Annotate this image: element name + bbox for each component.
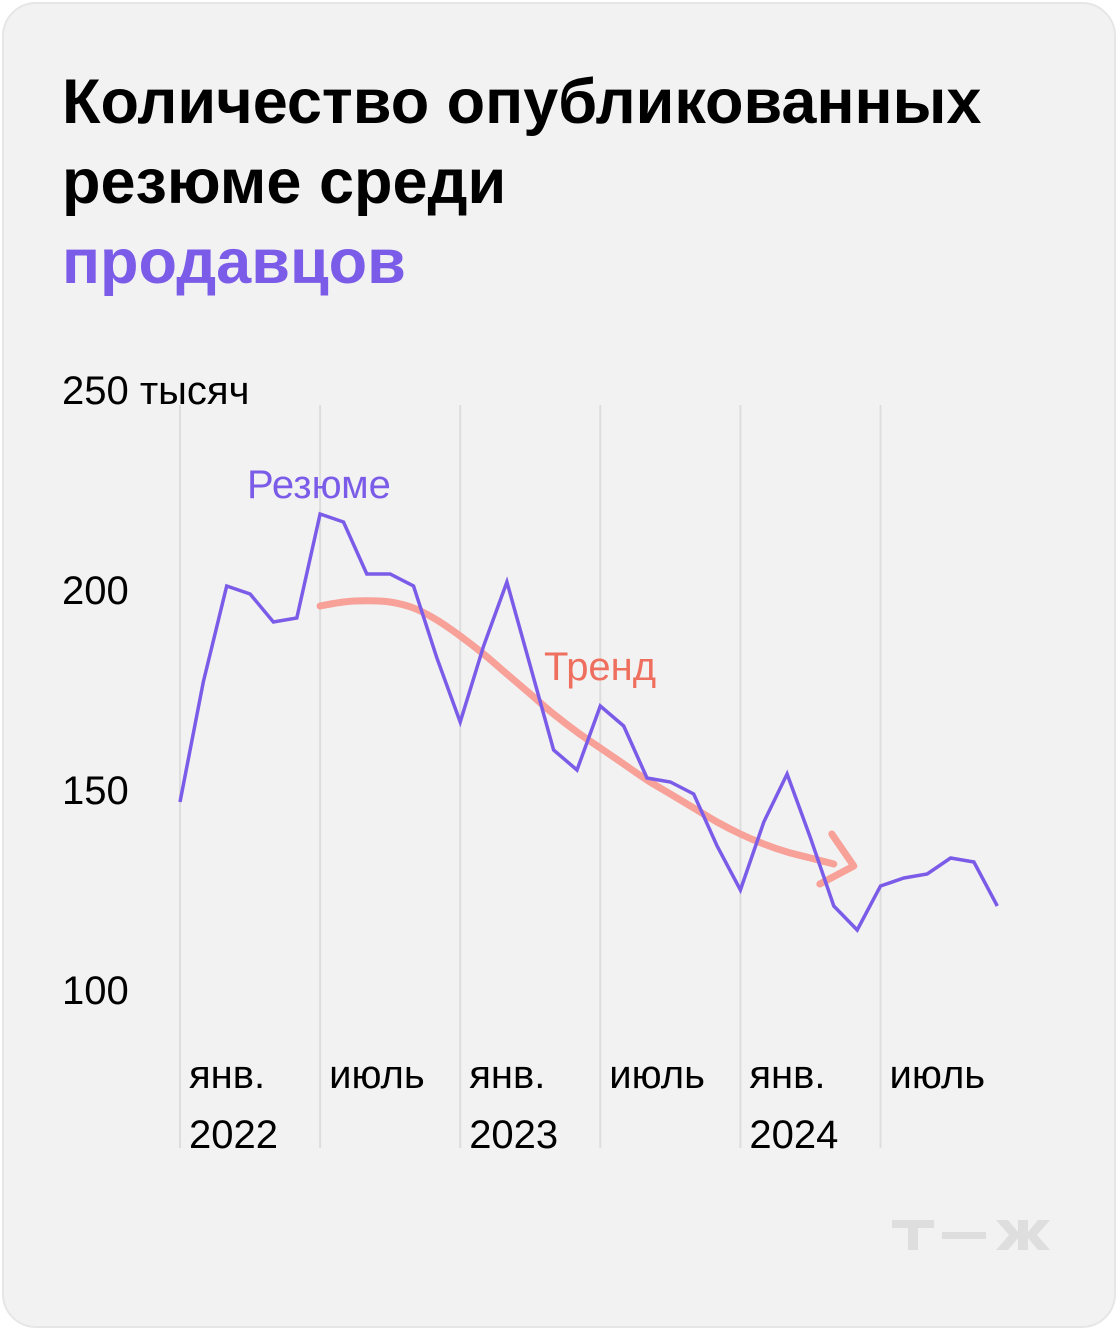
tzh-logo-icon xyxy=(892,1220,1050,1250)
y-tick-label-0: 250 тысяч xyxy=(62,369,249,413)
x-tick-label-3: июль xyxy=(609,1053,705,1097)
chart-title: Количество опубликованных резюме среди п… xyxy=(62,62,1072,302)
trend-arrowhead xyxy=(816,830,858,888)
y-axis-labels: 250 тысяч 200 150 100 xyxy=(62,369,249,1013)
x-tick-label-0: янв. xyxy=(189,1053,265,1097)
title-line-1: Количество опубликованных xyxy=(62,67,982,137)
trend-line xyxy=(316,597,838,868)
trend-series-label: Тренд xyxy=(544,645,656,689)
series-labels: Резюме Тренд xyxy=(247,463,656,689)
y-tick-label-3: 100 xyxy=(62,969,129,1013)
x-tick-year-4: 2024 xyxy=(749,1113,838,1157)
x-tick-label-2: янв. xyxy=(469,1053,545,1097)
grid-lines xyxy=(179,405,882,1148)
y-tick-label-2: 150 xyxy=(62,769,129,813)
resume-series-label: Резюме xyxy=(247,463,391,507)
x-tick-year-0: 2022 xyxy=(189,1113,278,1157)
x-tick-label-1: июль xyxy=(329,1053,425,1097)
x-tick-year-2: 2023 xyxy=(469,1113,558,1157)
title-line-3: продавцов xyxy=(62,227,406,297)
x-tick-label-5: июль xyxy=(890,1053,986,1097)
series-lines xyxy=(178,511,999,933)
y-tick-label-1: 200 xyxy=(62,569,129,613)
title-line-2: резюме среди xyxy=(62,147,507,217)
x-axis-labels: янв. 2022 июль янв. 2023 июль янв. 2024 июль xyxy=(189,1053,985,1157)
x-tick-label-4: янв. xyxy=(749,1053,825,1097)
resume-line xyxy=(178,511,999,933)
